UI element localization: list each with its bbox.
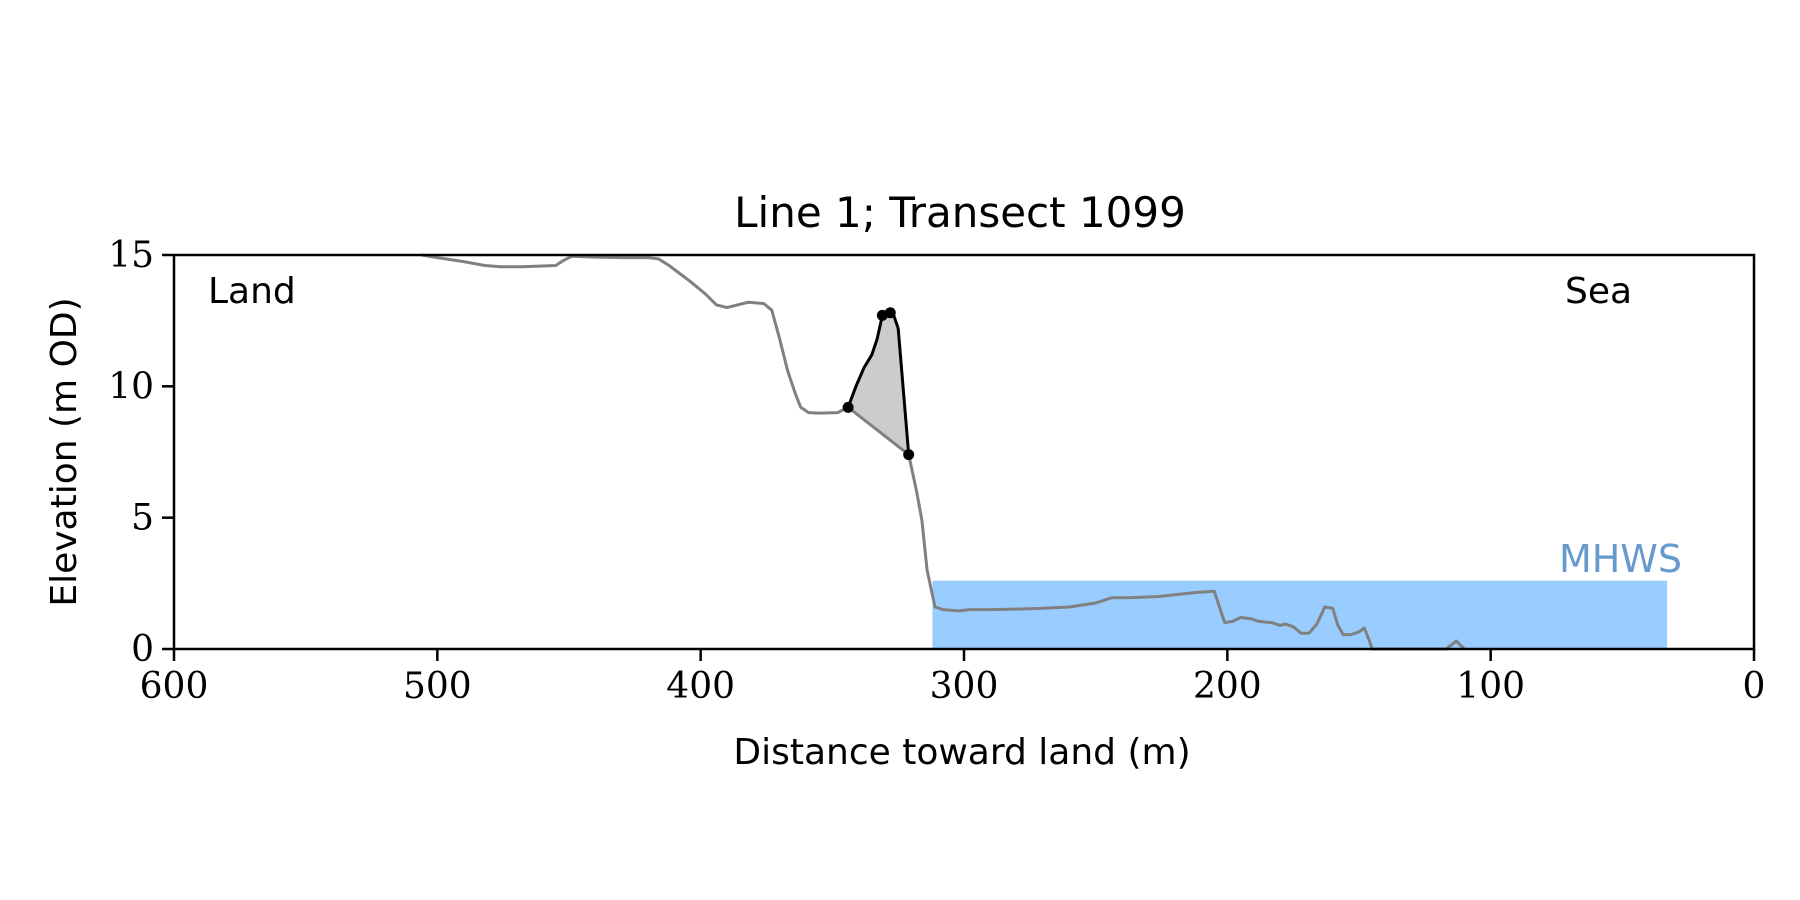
chart-title: Line 1; Transect 1099 (734, 188, 1186, 237)
land-label: Land (208, 271, 296, 312)
y-axis-label: Elevation (m OD) (44, 297, 85, 606)
x-tick-label: 500 (403, 666, 472, 707)
x-tick-label: 0 (1743, 666, 1766, 707)
mhws-label: MHWS (1559, 537, 1682, 581)
x-tick-label: 200 (1193, 666, 1262, 707)
y-tick-label: 10 (108, 366, 154, 407)
mhws-band (932, 580, 1668, 649)
axis-ticks: 600 500 400 300 200 100 0 0 5 10 15 (108, 235, 1765, 707)
y-tick-label: 0 (131, 629, 154, 670)
feature-marker (842, 401, 854, 413)
x-tick-label: 300 (930, 666, 999, 707)
y-tick-label: 15 (108, 235, 154, 276)
sea-label: Sea (1565, 271, 1632, 312)
x-tick-label: 600 (140, 666, 209, 707)
feature-marker (903, 449, 915, 461)
x-axis-label: Distance toward land (m) (733, 732, 1190, 773)
feature-line (846, 311, 911, 457)
x-tick-label: 100 (1456, 666, 1525, 707)
y-tick-label: 5 (131, 498, 154, 539)
x-tick-label: 400 (666, 666, 735, 707)
feature-marker (884, 307, 896, 319)
profile-line (420, 253, 1466, 651)
feature-fill (848, 312, 909, 455)
plot-area (420, 253, 1668, 651)
